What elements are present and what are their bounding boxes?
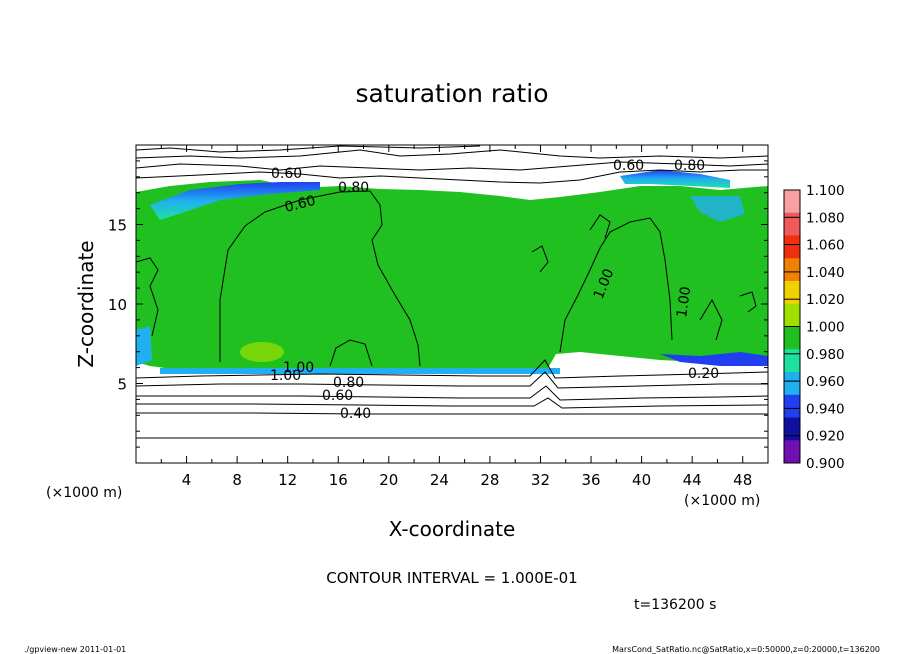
saturated-region: [136, 180, 768, 371]
colorbar-label: 0.960: [806, 374, 845, 390]
colorbar-swatch: [784, 394, 800, 418]
x-axis-label: X-coordinate: [389, 517, 516, 541]
upper-edge-band-right: [620, 170, 730, 188]
x-tick-label: 32: [531, 471, 550, 489]
y-tick-label: 15: [108, 217, 127, 235]
colorbar-swatch: [784, 235, 800, 259]
colorbar-swatch: [784, 258, 800, 282]
footer-right: MarsCond_SatRatio.nc@SatRatio,x=0:50000,…: [612, 645, 880, 654]
colorbar: 1.100 1.080 1.060 1.040 1.020 1.000 0.980 0.960…: [783, 183, 845, 472]
contour-label: 0.60: [613, 158, 644, 174]
x-tick-label: 16: [329, 471, 348, 489]
colorbar-swatch: [784, 372, 800, 396]
upper-edge-band-left: [150, 182, 320, 220]
footer-left: ./gpview-new 2011-01-01: [24, 645, 126, 654]
colorbar-label: 0.980: [806, 347, 845, 363]
chart-title: saturation ratio: [355, 79, 548, 108]
contour-label: 1.00: [283, 360, 314, 376]
contour-label: 0.60: [283, 193, 317, 216]
x-tick-label: 20: [379, 471, 398, 489]
contour-label: 0.80: [338, 180, 369, 196]
x-tick-label: 44: [683, 471, 702, 489]
plot-area: [136, 145, 768, 463]
right-edge-band: [690, 196, 745, 222]
colorbar-label: 1.020: [806, 292, 845, 308]
y-axis-label: Z-coordinate: [74, 240, 98, 367]
contour-label: 0.20: [688, 366, 719, 382]
lower-edge-band-right: [660, 352, 768, 366]
contour-interval-text: CONTOUR INTERVAL = 1.000E-01: [326, 569, 577, 587]
contour-label: 0.80: [674, 158, 705, 174]
x-tick-label: 36: [581, 471, 600, 489]
contour-lines: [136, 145, 768, 439]
colorbar-label: 0.940: [806, 401, 845, 417]
colorbar-swatch: [784, 212, 800, 236]
colorbar-label: 1.040: [806, 265, 845, 281]
colorbar-swatch: [784, 349, 800, 373]
x-tick-label: 12: [278, 471, 297, 489]
x-axis-unit: (×1000 m): [684, 493, 760, 509]
x-tick-label: 24: [430, 471, 449, 489]
colorbar-swatch: [784, 417, 800, 441]
y-axis-unit: (×1000 m): [46, 485, 122, 501]
contour-label: 0.60: [322, 388, 353, 404]
colorbar-label: 0.900: [806, 456, 845, 472]
colorbar-label: 1.100: [806, 183, 845, 199]
y-tick-label: 5: [117, 376, 127, 394]
colorbar-label: 0.920: [806, 429, 845, 445]
colorbar-label: 1.080: [806, 210, 845, 226]
y-tick-label: 10: [108, 296, 127, 314]
left-edge-band: [136, 326, 152, 366]
contour-label: 1.00: [270, 368, 301, 384]
time-label: t=136200 s: [634, 597, 716, 613]
y-ticks: 5 10 15: [108, 160, 768, 448]
x-tick-label: 8: [232, 471, 242, 489]
contour-label: 0.40: [340, 406, 371, 422]
colorbar-swatch: [784, 303, 800, 327]
supersaturated-patch: [240, 342, 284, 362]
colorbar-label: 1.060: [806, 238, 845, 254]
colorbar-swatch: [784, 326, 800, 350]
colorbar-swatch: [784, 281, 800, 305]
x-tick-label: 4: [182, 471, 192, 489]
contour-label: 0.80: [333, 375, 364, 391]
contour-label: 1.00: [674, 285, 694, 318]
lower-edge-band: [160, 368, 560, 374]
x-tick-label: 48: [733, 471, 752, 489]
contour-label: 0.60: [271, 166, 302, 182]
colorbar-label: 1.000: [806, 320, 845, 336]
x-tick-label: 40: [632, 471, 651, 489]
colorbar-swatch: [784, 440, 800, 464]
x-tick-label: 28: [480, 471, 499, 489]
x-ticks: 4 8 12 16 20 24 28 32 36 40 44 48: [160, 145, 752, 489]
colorbar-swatch: [784, 190, 800, 214]
